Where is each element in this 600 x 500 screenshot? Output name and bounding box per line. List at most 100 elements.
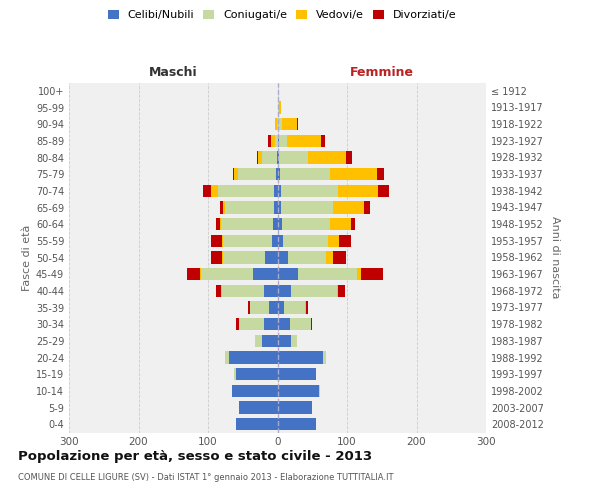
Y-axis label: Fasce di età: Fasce di età — [22, 224, 32, 290]
Bar — [338, 184, 378, 197]
Bar — [361, 268, 383, 280]
Bar — [226, 351, 229, 364]
Bar — [277, 301, 284, 314]
Bar — [305, 301, 306, 314]
Bar — [288, 251, 326, 264]
Bar — [262, 151, 277, 164]
Bar — [217, 218, 220, 230]
Bar — [187, 268, 200, 280]
Bar — [277, 268, 298, 280]
Bar — [333, 201, 364, 214]
Bar — [201, 268, 253, 280]
Bar — [320, 134, 325, 147]
Bar — [377, 168, 384, 180]
Bar — [222, 234, 223, 247]
Bar — [274, 218, 277, 230]
Bar — [271, 134, 275, 147]
Bar — [263, 284, 277, 297]
Bar — [281, 184, 338, 197]
Bar — [364, 201, 370, 214]
Bar — [297, 118, 298, 130]
Bar — [292, 334, 297, 347]
Bar — [298, 268, 358, 280]
Bar — [235, 368, 236, 380]
Bar — [236, 318, 239, 330]
Bar — [283, 234, 328, 247]
Bar — [277, 168, 280, 180]
Bar — [239, 318, 263, 330]
Text: Popolazione per età, sesso e stato civile - 2013: Popolazione per età, sesso e stato civil… — [18, 450, 372, 463]
Text: Femmine: Femmine — [350, 66, 414, 79]
Bar — [281, 218, 331, 230]
Bar — [277, 118, 278, 130]
Bar — [220, 201, 223, 214]
Bar — [338, 284, 345, 297]
Bar — [277, 201, 281, 214]
Bar — [277, 318, 290, 330]
Bar — [275, 134, 277, 147]
Bar — [331, 218, 351, 230]
Bar — [329, 168, 377, 180]
Bar — [236, 418, 277, 430]
Bar — [218, 184, 274, 197]
Bar — [281, 201, 333, 214]
Bar — [211, 234, 222, 247]
Bar — [319, 384, 320, 397]
Bar — [203, 184, 211, 197]
Y-axis label: Anni di nascita: Anni di nascita — [550, 216, 560, 298]
Bar — [257, 151, 258, 164]
Bar — [211, 251, 222, 264]
Bar — [277, 218, 281, 230]
Bar — [308, 151, 346, 164]
Bar — [223, 234, 272, 247]
Bar — [276, 168, 277, 180]
Bar — [277, 234, 283, 247]
Bar — [269, 301, 277, 314]
Bar — [215, 284, 221, 297]
Bar — [222, 284, 263, 297]
Bar — [277, 384, 319, 397]
Bar — [274, 201, 277, 214]
Bar — [222, 251, 223, 264]
Bar — [279, 134, 287, 147]
Bar — [268, 134, 271, 147]
Bar — [378, 184, 389, 197]
Bar — [220, 218, 221, 230]
Bar — [337, 284, 338, 297]
Bar — [311, 318, 312, 330]
Bar — [277, 401, 312, 414]
Bar — [275, 118, 277, 130]
Bar — [236, 368, 277, 380]
Bar — [277, 84, 278, 97]
Bar — [346, 151, 352, 164]
Text: COMUNE DI CELLE LIGURE (SV) - Dati ISTAT 1° gennaio 2013 - Elaborazione TUTTITAL: COMUNE DI CELLE LIGURE (SV) - Dati ISTAT… — [18, 472, 394, 482]
Text: Maschi: Maschi — [149, 66, 197, 79]
Bar — [323, 351, 326, 364]
Bar — [239, 401, 277, 414]
Bar — [229, 351, 277, 364]
Bar — [290, 318, 311, 330]
Bar — [277, 151, 279, 164]
Bar — [281, 118, 297, 130]
Bar — [255, 334, 262, 347]
Bar — [221, 284, 222, 297]
Legend: Celibi/Nubili, Coniugati/e, Vedovi/e, Divorziati/e: Celibi/Nubili, Coniugati/e, Vedovi/e, Di… — [103, 6, 461, 25]
Bar — [274, 184, 277, 197]
Bar — [238, 168, 276, 180]
Bar — [250, 301, 269, 314]
Bar — [328, 234, 338, 247]
Bar — [277, 284, 292, 297]
Bar — [223, 251, 265, 264]
Bar — [258, 151, 262, 164]
Bar — [280, 168, 329, 180]
Bar — [265, 251, 277, 264]
Bar — [272, 234, 277, 247]
Bar — [278, 118, 281, 130]
Bar — [248, 301, 250, 314]
Bar — [351, 218, 355, 230]
Bar — [235, 168, 238, 180]
Bar — [221, 218, 274, 230]
Bar — [262, 334, 277, 347]
Bar — [306, 301, 308, 314]
Bar — [333, 251, 346, 264]
